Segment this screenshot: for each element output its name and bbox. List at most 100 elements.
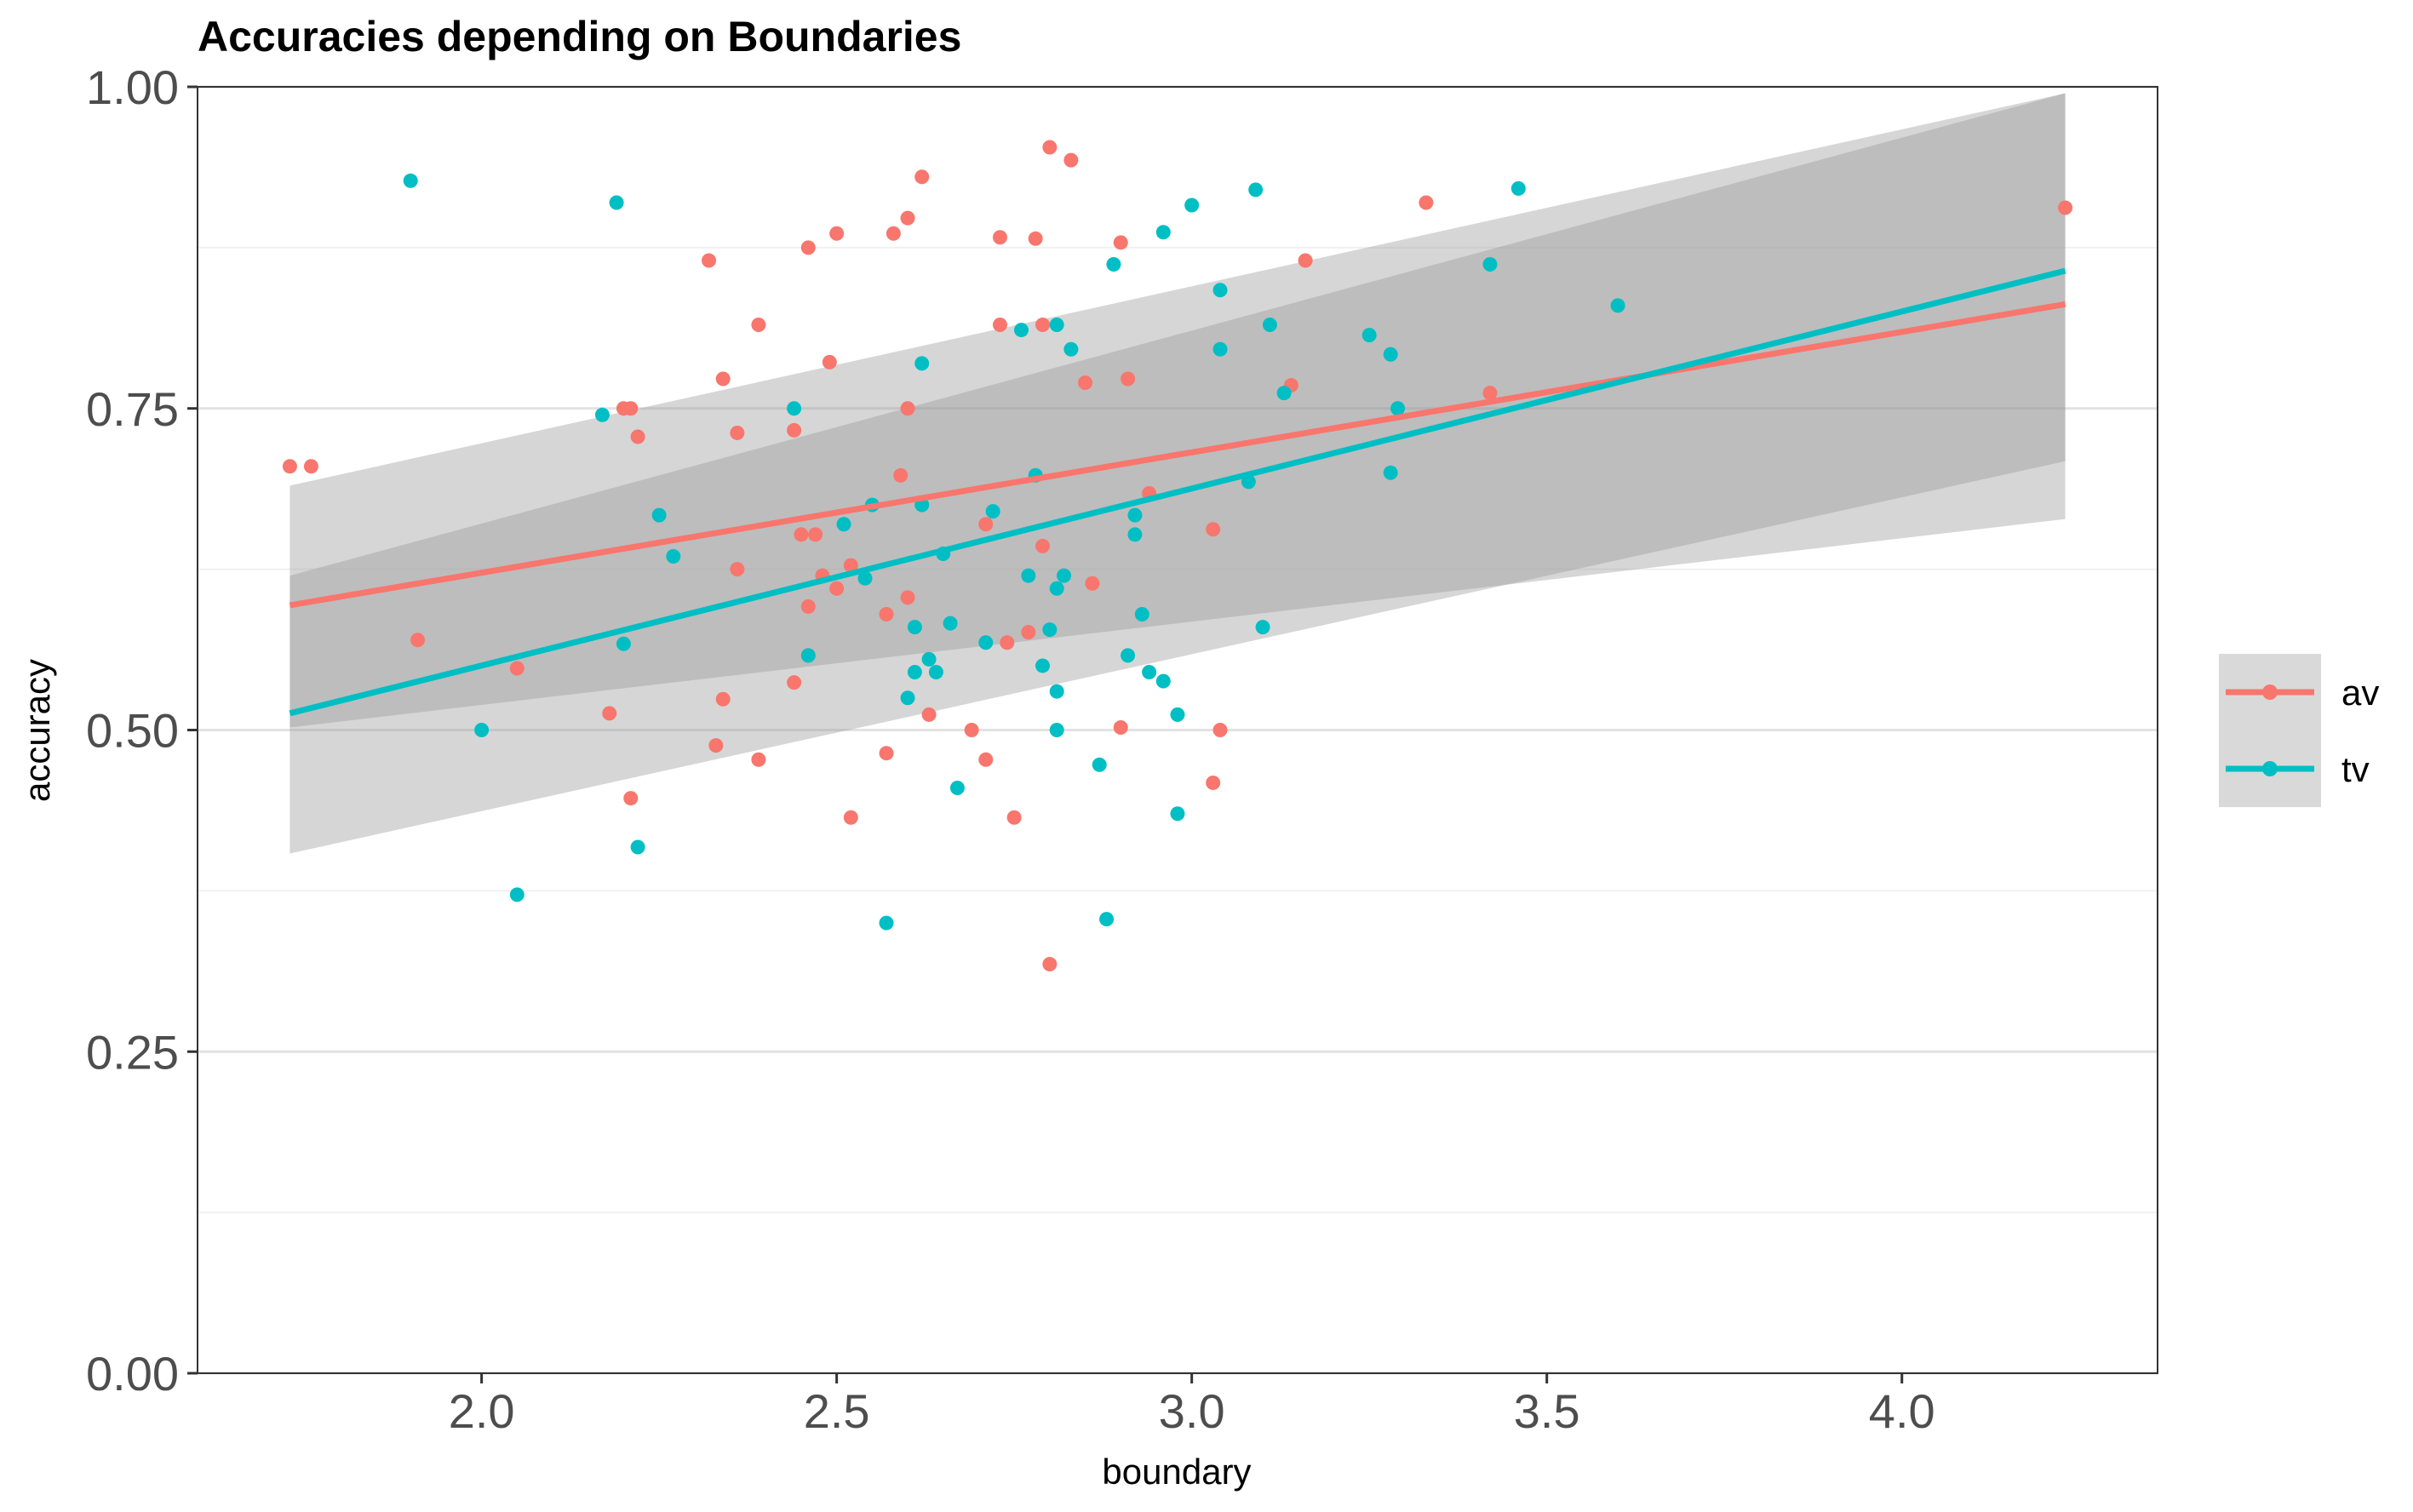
data-point-av — [829, 226, 845, 241]
data-point-av — [1078, 375, 1093, 391]
data-point-av — [978, 752, 994, 767]
data-point-av — [879, 746, 894, 761]
data-point-tv — [1021, 568, 1036, 583]
data-point-tv — [949, 780, 965, 795]
data-point-tv — [594, 407, 610, 422]
data-point-tv — [666, 549, 681, 564]
data-point-tv — [836, 517, 851, 532]
data-point-tv — [509, 887, 524, 902]
data-point-tv — [857, 570, 873, 586]
data-point-tv — [787, 401, 802, 416]
data-point-tv — [609, 195, 624, 210]
data-point-av — [623, 791, 639, 806]
data-point-av — [1021, 625, 1036, 640]
data-point-av — [787, 675, 802, 690]
data-point-tv — [474, 723, 490, 737]
y-tick-label: 0.25 — [86, 1025, 179, 1079]
data-point-tv — [907, 665, 922, 680]
regression-lines — [289, 267, 2066, 717]
data-point-tv — [651, 507, 667, 523]
data-point-av — [702, 253, 717, 268]
data-point-av — [1085, 576, 1100, 591]
data-point-av — [1028, 231, 1043, 246]
legend: av tv — [2219, 654, 2379, 807]
data-point-tv — [403, 173, 418, 188]
data-point-av — [282, 459, 297, 474]
data-point-av — [1419, 195, 1434, 210]
data-point-av — [900, 210, 915, 226]
x-tick-label: 4.0 — [1869, 1384, 1935, 1438]
data-point-tv — [1276, 386, 1292, 401]
data-point-av — [715, 371, 731, 387]
data-point-av — [623, 401, 639, 416]
data-point-tv — [1262, 318, 1277, 333]
data-point-tv — [928, 665, 943, 680]
confidence-band-tv — [289, 93, 2066, 854]
data-point-tv — [1049, 684, 1064, 699]
data-point-av — [1212, 723, 1228, 737]
data-point-tv — [1127, 507, 1143, 523]
data-point-tv — [978, 635, 994, 650]
data-point-av — [1000, 635, 1015, 650]
data-point-av — [1035, 318, 1051, 333]
data-point-av — [808, 527, 823, 542]
y-axis: 0.00 0.25 0.50 0.75 1.00 — [86, 60, 198, 1400]
x-tick-label: 3.0 — [1159, 1384, 1225, 1438]
data-point-tv — [1383, 465, 1398, 480]
data-point-tv — [1134, 607, 1149, 622]
data-point-av — [1063, 152, 1079, 168]
data-point-tv — [1390, 401, 1406, 416]
data-point-tv — [1127, 527, 1143, 542]
data-point-tv — [1155, 673, 1171, 689]
data-point-tv — [1248, 182, 1264, 198]
data-point-av — [843, 810, 858, 825]
data-point-tv — [1057, 568, 1072, 583]
data-points — [282, 140, 2073, 972]
data-point-av — [602, 706, 617, 721]
y-tick-label: 1.00 — [86, 60, 179, 114]
data-point-av — [730, 425, 745, 440]
regression-line-tv — [289, 267, 2066, 717]
data-point-tv — [1610, 298, 1625, 313]
data-point-av — [879, 607, 894, 622]
data-point-av — [843, 558, 858, 573]
data-point-tv — [800, 648, 816, 663]
data-point-av — [751, 318, 766, 333]
data-point-av — [900, 590, 915, 605]
data-point-av — [1206, 775, 1221, 790]
data-point-av — [1121, 371, 1136, 387]
data-point-av — [787, 422, 802, 438]
data-point-av — [822, 354, 837, 369]
data-point-av — [1206, 522, 1221, 537]
regression-line-av — [289, 301, 2066, 609]
data-point-tv — [1035, 658, 1051, 673]
data-point-tv — [630, 839, 645, 855]
x-axis: 2.0 2.5 3.0 3.5 4.0 — [449, 1373, 1935, 1438]
data-point-tv — [1510, 180, 1526, 196]
data-point-av — [900, 401, 915, 416]
x-tick-label: 2.5 — [804, 1384, 870, 1438]
data-point-av — [2058, 200, 2073, 215]
data-point-tv — [907, 620, 922, 635]
data-point-av — [1482, 386, 1498, 401]
data-point-av — [992, 230, 1007, 245]
data-point-tv — [1184, 198, 1200, 213]
data-point-av — [1042, 140, 1057, 155]
data-point-tv — [1049, 723, 1064, 737]
data-point-tv — [1121, 648, 1136, 663]
data-point-tv — [1170, 806, 1185, 822]
legend-label-av: av — [2341, 673, 2379, 713]
data-point-av — [630, 429, 645, 444]
y-tick-label: 0.75 — [86, 382, 179, 436]
data-point-av — [914, 169, 930, 185]
data-point-av — [708, 738, 724, 753]
x-tick-label: 3.5 — [1514, 1384, 1580, 1438]
data-point-tv — [1049, 581, 1064, 596]
data-point-av — [964, 723, 979, 737]
data-point-tv — [1361, 328, 1377, 343]
data-point-av — [893, 467, 908, 483]
data-point-av — [730, 562, 745, 577]
data-point-av — [800, 598, 816, 614]
data-point-tv — [1482, 257, 1498, 272]
